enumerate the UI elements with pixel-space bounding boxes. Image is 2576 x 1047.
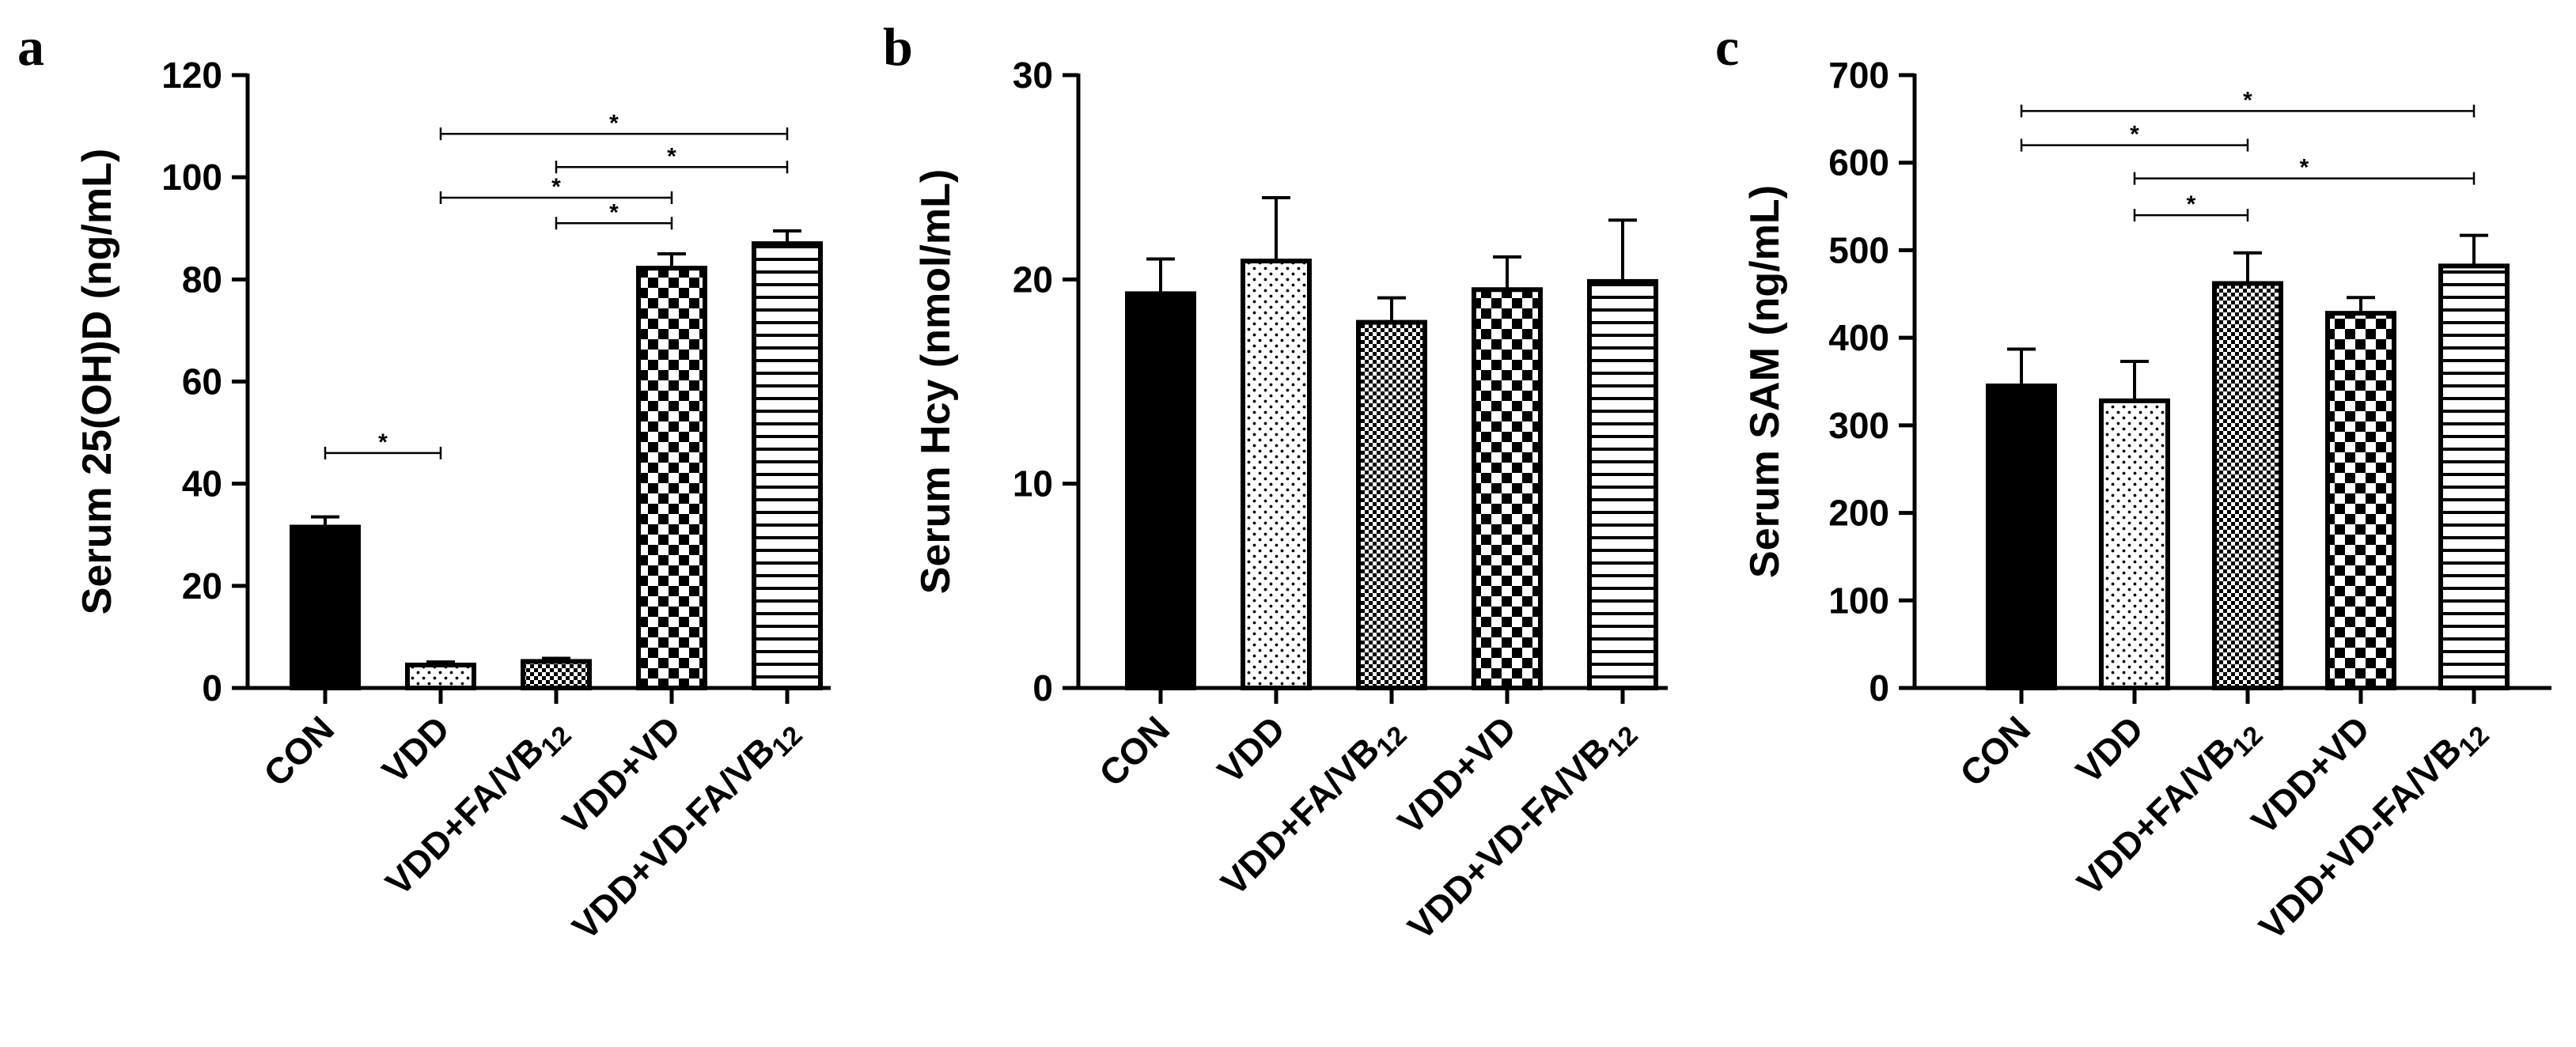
- panel-c-bar-1: [2099, 398, 2170, 690]
- panel-a-sig-star-1: *: [609, 199, 619, 225]
- panel-c-y-tick-label: 0: [1869, 667, 1889, 709]
- panel-a-bar-2: [521, 659, 592, 691]
- panel-b-bar-1: [1241, 259, 1312, 691]
- panel-b-x-tick-label-1: VDD: [1210, 708, 1293, 791]
- panel-c-bar-3: [2325, 311, 2396, 690]
- panel-a-sig-star-0: *: [378, 429, 388, 455]
- panel-a-sig-star-4: *: [609, 110, 619, 136]
- panel-c-sig-star-0: *: [2187, 191, 2196, 217]
- panel-c-x-tick-label-1: VDD: [2068, 708, 2151, 791]
- panel-b-x-tick-label-4: VDD+VD-FA/VB12: [1400, 708, 1644, 952]
- panel-b-y-tick-label: 20: [1013, 259, 1053, 300]
- panel-a-bar-1: [405, 662, 476, 690]
- panel-c-y-tick-label: 400: [1828, 317, 1889, 358]
- panel-b-y-tick-label: 0: [1032, 667, 1053, 709]
- panel-c-x-tick-label-4: VDD+VD-FA/VB12: [2251, 708, 2495, 952]
- panel-c-y-tick-label: 200: [1828, 493, 1889, 534]
- panel-a-chart: 0 20 40 60 80 100 120 Serum 25(OH)D (ng/mL) CON V…: [74, 55, 831, 952]
- panel-c-y-tick-label: 100: [1828, 580, 1889, 621]
- panel-c-chart: 0 100 200 300 400 500 600 700 Serum SAM (ng/mL) C…: [1742, 55, 2551, 952]
- panel-c-y-tick-label: 600: [1828, 142, 1889, 183]
- panel-c-x-tick-label-0: CON: [1952, 708, 2038, 794]
- panel-b-y-tick-label: 30: [1013, 55, 1053, 96]
- panel-a-x-tick-label-1: VDD: [374, 708, 457, 791]
- panel-a-y-tick-label: 40: [182, 463, 222, 505]
- panel-b-y-axis-title: Serum Hcy (nmol/mL): [913, 169, 959, 594]
- panel-letter-b: b: [883, 17, 913, 77]
- panel-b-bar-3: [1472, 287, 1543, 690]
- panel-b-y-tick-label: 10: [1013, 463, 1053, 505]
- panel-c-sig-star-1: *: [2300, 155, 2309, 181]
- panel-c-y-tick-label: 300: [1828, 405, 1889, 446]
- panel-c-sig-star-2: *: [2130, 122, 2139, 148]
- panel-c-sig-star-3: *: [2243, 87, 2252, 113]
- panel-a-bar-4: [752, 241, 823, 690]
- panel-c-y-tick-label: 500: [1828, 229, 1889, 270]
- panel-a-x-tick-label-4: VDD+VD-FA/VB12: [564, 708, 809, 952]
- panel-c-bar-0: [1986, 384, 2057, 690]
- panel-c-y-axis-title: Serum SAM (ng/mL): [1742, 185, 1788, 578]
- panel-a-sig-star-3: *: [667, 143, 676, 169]
- panel-c-bar-2: [2212, 281, 2283, 690]
- panel-a-y-tick-label: 120: [161, 55, 222, 96]
- panel-a-x-tick-label-0: CON: [256, 708, 342, 794]
- panel-a-y-tick-label: 20: [182, 565, 222, 607]
- panel-a-y-axis-title: Serum 25(OH)D (ng/mL): [74, 149, 120, 614]
- panel-a-y-tick-label: 0: [202, 667, 222, 709]
- panel-b-x-tick-label-0: CON: [1091, 708, 1177, 794]
- panel-b-bar-0: [1125, 291, 1196, 690]
- panel-c-y-tick-label: 700: [1828, 55, 1889, 96]
- panel-b-bar-2: [1356, 319, 1427, 690]
- panel-a-y-tick-label: 80: [182, 259, 222, 300]
- panel-letter-a: a: [17, 17, 44, 77]
- panel-b-bar-4: [1587, 278, 1658, 690]
- panel-a-y-tick-label: 60: [182, 361, 222, 403]
- panel-letter-c: c: [1715, 17, 1739, 77]
- panel-a-sig-star-2: *: [551, 174, 561, 200]
- panel-a-bar-0: [290, 524, 361, 690]
- panel-a-y-tick-label: 100: [161, 157, 222, 198]
- panel-c-bar-4: [2438, 263, 2510, 691]
- panel-a-bar-3: [636, 266, 707, 690]
